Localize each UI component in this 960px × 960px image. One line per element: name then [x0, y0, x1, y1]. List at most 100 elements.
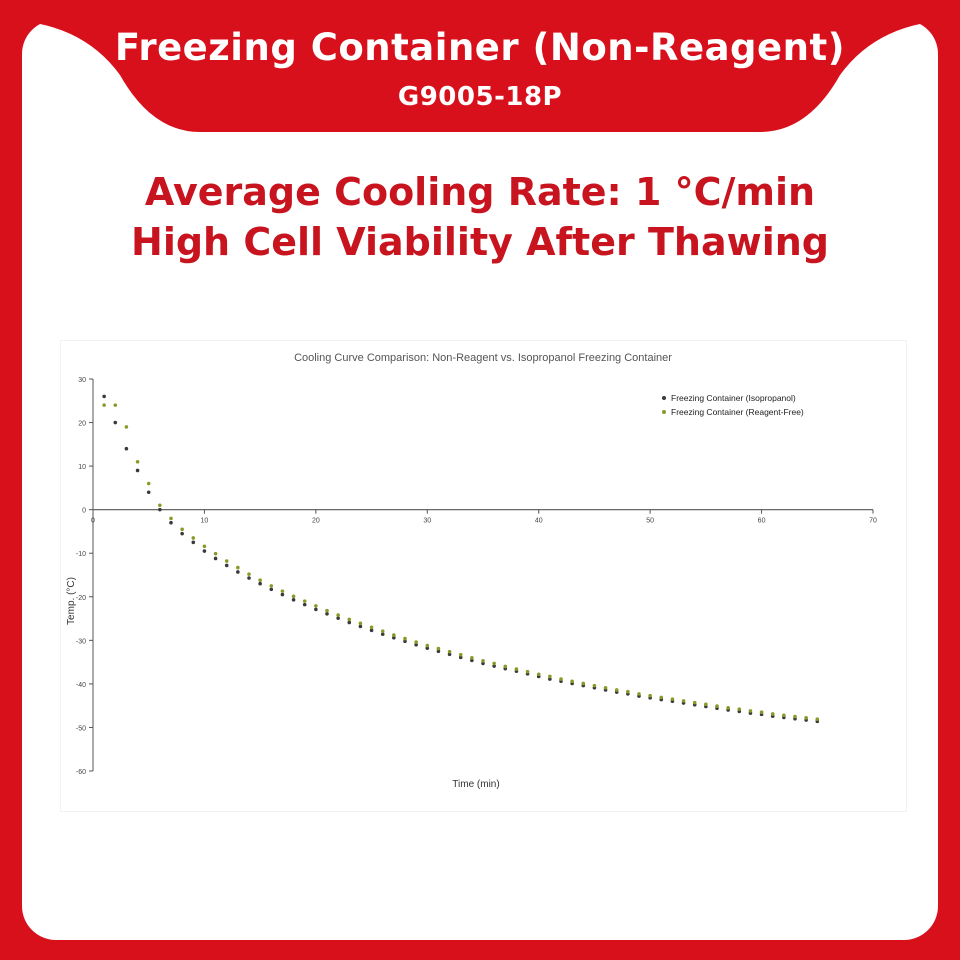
data-point — [436, 649, 441, 654]
data-point — [403, 636, 407, 641]
x-tick-label: 50 — [646, 518, 654, 525]
x-tick-label: 70 — [869, 518, 877, 525]
data-point — [236, 565, 240, 570]
series-1 — [102, 394, 820, 724]
data-point — [224, 563, 229, 568]
data-point — [380, 629, 385, 633]
data-point — [770, 712, 775, 716]
data-point — [481, 659, 485, 663]
data-point — [380, 632, 385, 637]
y-axis-label: Temp. (°C) — [66, 577, 77, 625]
data-point — [737, 707, 742, 711]
data-point — [425, 643, 430, 648]
data-point — [403, 639, 407, 644]
data-point — [392, 635, 396, 640]
data-point — [258, 578, 262, 583]
data-point — [481, 661, 485, 666]
data-point — [692, 700, 697, 705]
chart-panel: Cooling Curve Comparison: Non-Reagent vs… — [60, 340, 907, 812]
data-point — [492, 664, 496, 668]
data-point — [302, 602, 307, 607]
data-point — [726, 706, 730, 710]
data-point — [213, 556, 218, 561]
data-point — [548, 677, 552, 681]
y-tick-label: -40 — [76, 682, 86, 689]
legend-marker — [662, 410, 666, 414]
data-point — [603, 686, 608, 690]
data-point — [314, 604, 318, 608]
data-point — [536, 672, 541, 677]
data-point — [614, 688, 619, 692]
x-tick-label: 0 — [91, 518, 95, 525]
data-point — [258, 581, 262, 586]
data-point — [325, 611, 329, 616]
headline-cooling-rate: Average Cooling Rate: 1 °C/min — [144, 170, 816, 214]
data-point — [447, 649, 452, 654]
data-point — [369, 625, 374, 630]
data-point — [548, 674, 552, 679]
data-point — [436, 646, 441, 651]
data-point — [804, 716, 808, 720]
y-tick-label: 30 — [78, 377, 86, 384]
data-point — [180, 527, 184, 532]
data-point — [470, 655, 474, 660]
y-tick-label: -50 — [76, 725, 86, 732]
data-point — [247, 576, 251, 580]
data-point — [525, 669, 530, 674]
data-point — [759, 710, 764, 714]
data-point — [347, 620, 352, 625]
data-point — [146, 481, 151, 486]
data-point — [269, 587, 274, 592]
data-point — [492, 661, 496, 666]
data-point — [236, 570, 240, 574]
data-point — [169, 520, 173, 525]
title-banner — [0, 0, 960, 132]
data-point — [458, 655, 463, 660]
data-point — [559, 677, 563, 681]
data-point — [213, 551, 218, 556]
data-point — [325, 608, 329, 613]
data-point — [102, 403, 106, 407]
chart-axes: 30 20 10 0 -10 -20 -30 -40 -50 -60 0 10 20 30 40 50 60 70 — [76, 377, 877, 776]
x-tick-label: 60 — [758, 518, 766, 525]
data-point — [124, 425, 129, 429]
data-point — [146, 490, 151, 495]
data-point — [302, 599, 307, 603]
legend-label: Freezing Container (Reagent-Free) — [671, 407, 804, 417]
data-point — [102, 394, 106, 399]
data-point — [280, 592, 285, 597]
data-point — [659, 695, 664, 700]
data-point — [414, 640, 418, 644]
data-point — [124, 446, 129, 451]
data-point — [158, 503, 162, 508]
data-point — [637, 692, 641, 696]
data-point — [670, 697, 675, 701]
data-point — [648, 693, 652, 698]
data-point — [681, 699, 686, 703]
data-point — [592, 683, 597, 688]
data-point — [715, 704, 719, 708]
data-point — [224, 559, 229, 563]
data-point — [180, 531, 184, 536]
data-point — [202, 549, 207, 553]
x-tick-label: 10 — [201, 518, 209, 525]
data-point — [470, 658, 474, 663]
data-point — [392, 633, 396, 637]
data-point — [458, 652, 463, 657]
x-tick-label: 40 — [535, 518, 543, 525]
y-tick-label: 20 — [78, 421, 86, 428]
data-point — [336, 616, 340, 620]
data-point — [414, 642, 418, 647]
data-point — [358, 621, 363, 626]
data-point — [369, 628, 374, 633]
data-point — [113, 403, 118, 407]
series-2 — [102, 403, 820, 721]
chart-legend: Freezing Container (Isopropanol) Freezing… — [662, 393, 804, 417]
data-point — [291, 594, 296, 599]
data-point — [280, 589, 285, 593]
chart-title: Cooling Curve Comparison: Non-Reagent vs… — [294, 352, 672, 364]
cooling-curve-chart: Cooling Curve Comparison: Non-Reagent vs… — [66, 352, 877, 790]
data-point — [113, 420, 118, 425]
data-point — [158, 507, 162, 512]
